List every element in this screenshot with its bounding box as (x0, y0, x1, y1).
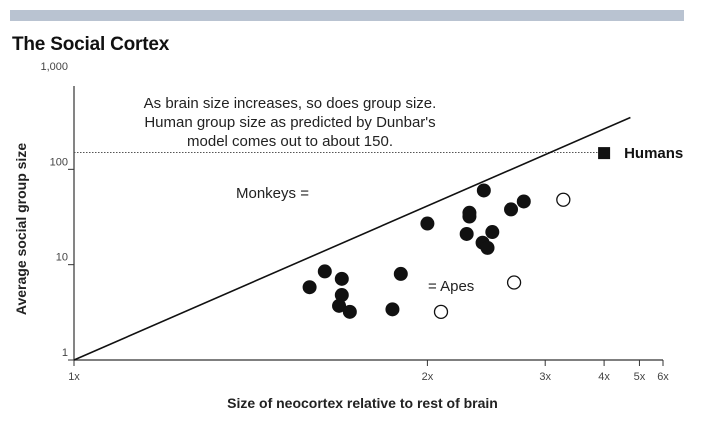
monkey-point (476, 183, 491, 198)
ape-point (433, 304, 449, 319)
monkey-point (485, 225, 500, 240)
trend-line-group (73, 116, 631, 361)
y-tick-label: 100 (50, 156, 68, 168)
monkey-point (462, 205, 477, 220)
trend-line (73, 116, 631, 361)
monkey-point (317, 264, 332, 279)
y-axis-label: Average social group size (13, 143, 29, 315)
monkey-point (342, 304, 357, 319)
monkey-point (480, 240, 495, 255)
monkey-point (393, 266, 408, 281)
x-tick-label: 1x (68, 371, 80, 383)
y-tick-label: 10 (56, 252, 68, 264)
y-tick-label: 1 (62, 347, 68, 359)
x-tick-label: 3x (539, 371, 551, 383)
humans-label: Humans (624, 145, 683, 162)
x-tick-label: 2x (422, 371, 434, 383)
ape-point (506, 275, 522, 290)
y-tick-label: 1,000 (40, 61, 68, 73)
monkey-point (302, 280, 317, 295)
monkey-point (334, 271, 349, 286)
monkey-point (504, 202, 519, 217)
legend-apes-label: = Apes (428, 278, 474, 295)
monkey-point (385, 302, 400, 317)
x-tick-label: 5x (634, 371, 646, 383)
x-axis-label: Size of neocortex relative to rest of br… (227, 395, 498, 411)
legend-monkeys-label: Monkeys = (236, 185, 309, 202)
humans-marker (598, 147, 611, 160)
monkey-point (516, 194, 531, 209)
monkey-point (420, 216, 435, 231)
header-bar (10, 10, 684, 21)
chart-title: The Social Cortex (12, 34, 170, 55)
annotation-line: Human group size as predicted by Dunbar'… (144, 114, 435, 131)
monkey-point (334, 288, 349, 303)
annotation-line: model comes out to about 150. (187, 133, 393, 150)
data-points (302, 147, 611, 319)
ape-point (556, 192, 571, 207)
x-tick-label: 6x (657, 371, 669, 383)
monkey-point (459, 226, 474, 241)
x-tick-label: 4x (598, 371, 610, 383)
axes: 1x 2x 3x 4x 5x 6x 1 10 100 1,000 Size of neocortex… (13, 61, 669, 411)
monkey-point (332, 298, 347, 313)
chart-labels: Humans As brain size increases, so does g… (144, 95, 684, 295)
annotation-line: As brain size increases, so does group s… (144, 95, 437, 112)
